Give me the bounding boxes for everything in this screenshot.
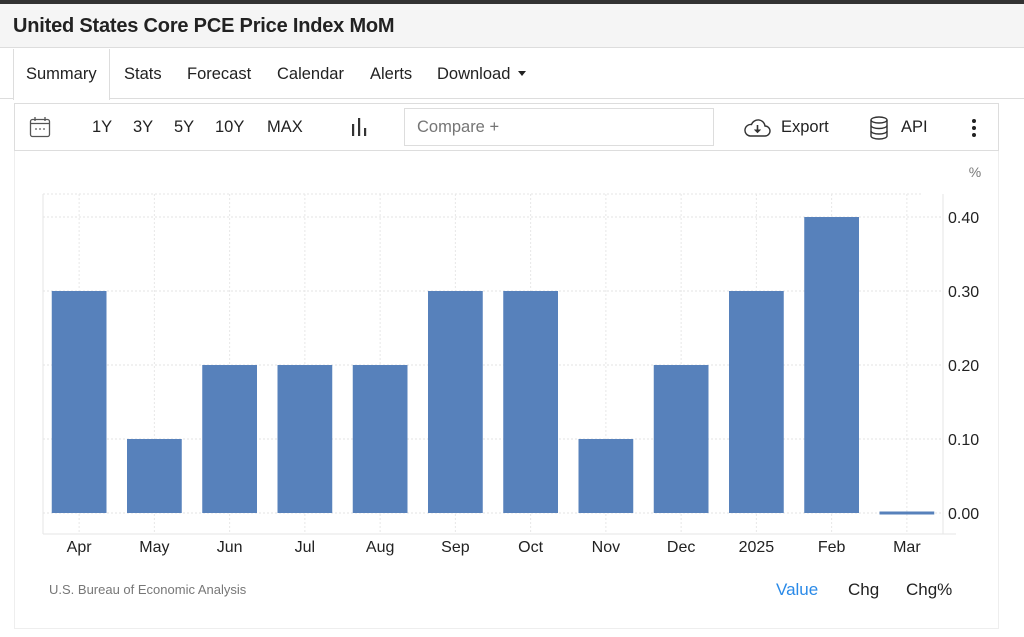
bar-dec[interactable] [653,365,709,513]
range-1y-button[interactable]: 1Y [92,118,113,136]
bar-aug[interactable] [352,365,408,513]
x-tick-label: Sep [441,539,470,556]
x-tick-label: 2025 [739,539,775,556]
x-tick-label: Nov [592,539,620,556]
mode-value-button[interactable]: Value [776,580,819,599]
tab-summary[interactable]: Summary [13,49,110,100]
database-icon[interactable] [869,116,889,145]
x-tick-label: Apr [67,539,93,556]
bar-mar[interactable] [879,511,935,515]
tab-label: Alerts [370,65,413,83]
cloud-download-icon[interactable] [742,117,772,144]
y-tick-label: 0.40 [948,210,979,227]
chevron-down-icon [518,70,527,76]
export-button[interactable]: Export [781,118,829,136]
tab-label: Calendar [277,65,344,83]
bar-oct[interactable] [503,291,558,513]
compare-input[interactable] [404,108,714,146]
range-5y-button[interactable]: 5Y [174,118,195,136]
x-tick-label: Jun [217,539,243,556]
tab-label: Stats [124,65,162,83]
tab-label: Summary [26,65,97,83]
tab-download[interactable]: Download [437,49,527,99]
tab-label: Forecast [187,65,252,83]
title-bar: United States Core PCE Price Index MoM [0,4,1024,48]
bar-apr[interactable] [51,291,107,513]
x-tick-label: Dec [667,539,695,556]
vertical-ellipsis-icon[interactable] [971,118,977,143]
data-source: U.S. Bureau of Economic Analysis [49,582,247,597]
chart-toolbar: 1Y 3Y 5Y 10Y MAX Export API [14,103,999,151]
x-tick-label: Oct [518,539,543,556]
x-axis-labels: Apr May Jun Jul Aug Sep Oct Nov Dec 2025 Feb Mar [67,539,922,556]
page-title: United States Core PCE Price Index MoM [13,15,395,37]
tab-stats[interactable]: Stats [124,49,162,99]
range-10y-button[interactable]: 10Y [215,118,245,136]
bar-feb[interactable] [804,217,859,513]
bar-jul[interactable] [277,365,333,513]
range-max-button[interactable]: MAX [267,118,303,136]
x-tick-label: May [139,539,169,556]
y-axis-unit: % [969,164,981,180]
chart-bars [51,217,935,515]
mode-chg-pct-button[interactable]: Chg% [906,580,953,599]
api-button[interactable]: API [901,118,928,136]
tab-bar: Summary Stats Forecast Calendar Alerts D… [0,49,1024,100]
tab-label: Download [437,65,511,83]
bar-jun[interactable] [202,365,257,513]
y-tick-label: 0.20 [948,358,979,375]
bar-may[interactable] [127,439,182,513]
x-tick-label: Aug [366,539,394,556]
x-tick-label: Feb [818,539,846,556]
x-tick-label: Mar [893,539,921,556]
top-border [0,0,1024,4]
y-tick-label: 0.00 [948,506,979,523]
tab-alerts[interactable]: Alerts [370,49,412,99]
bar-nov[interactable] [578,439,634,513]
tab-forecast[interactable]: Forecast [187,49,251,99]
chart-panel [14,151,999,629]
tab-calendar[interactable]: Calendar [277,49,344,99]
bar-sep[interactable] [428,291,483,513]
bar-2025[interactable] [729,291,784,513]
x-tick-label: Jul [295,539,315,556]
calendar-icon[interactable] [29,116,51,143]
mode-chg-button[interactable]: Chg [848,580,880,599]
y-tick-label: 0.30 [948,284,979,301]
bar-chart-icon[interactable] [350,118,370,141]
y-axis-labels: 0.00 0.10 0.20 0.30 0.40 [948,210,979,523]
range-3y-button[interactable]: 3Y [133,118,154,136]
y-tick-label: 0.10 [948,432,979,449]
